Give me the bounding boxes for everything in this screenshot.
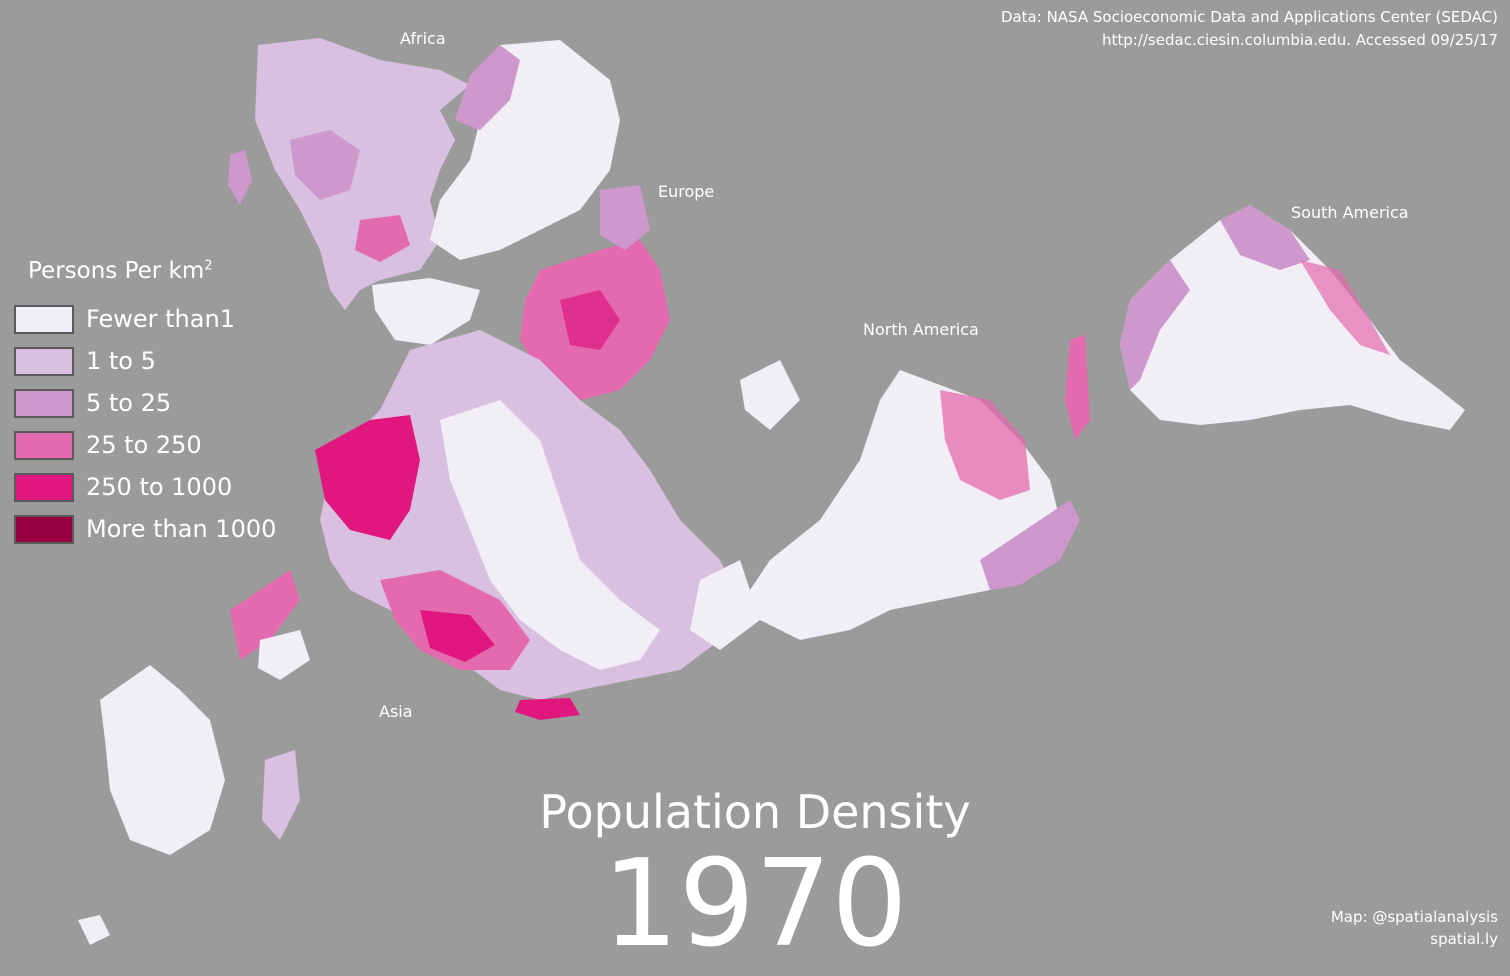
legend-swatch [14, 514, 74, 544]
legend-swatch [14, 304, 74, 334]
label-north-america: North America [863, 320, 979, 339]
label-south-america: South America [1291, 203, 1409, 222]
legend-swatch [14, 472, 74, 502]
legend-item-label: Fewer than1 [86, 305, 235, 333]
landmass-asia [230, 330, 740, 720]
legend-title: Persons Per km2 [28, 258, 276, 284]
label-asia: Asia [379, 702, 413, 721]
landmass-europe [520, 185, 670, 400]
landmass-north-america [690, 360, 1080, 650]
legend-title-superscript: 2 [204, 258, 213, 274]
legend-item: More than 1000 [14, 508, 276, 550]
legend-item-label: 5 to 25 [86, 389, 172, 417]
legend-swatch [14, 430, 74, 460]
landmass-australia [78, 665, 300, 945]
legend-item: 1 to 5 [14, 340, 276, 382]
legend-item: 250 to 1000 [14, 466, 276, 508]
legend-item-label: 250 to 1000 [86, 473, 233, 501]
legend-swatch [14, 346, 74, 376]
legend-item-label: More than 1000 [86, 515, 277, 543]
legend-item-label: 25 to 250 [86, 431, 202, 459]
map-year: 1970 [602, 835, 908, 974]
map-title: Population Density [539, 785, 971, 839]
legend-item: 25 to 250 [14, 424, 276, 466]
landmass-south-america [1065, 205, 1465, 440]
legend-title-text: Persons Per km [28, 258, 205, 284]
data-source: Data: NASA Socioeconomic Data and Applic… [1001, 6, 1498, 52]
map-credit: Map: @spatialanalysis spatial.ly [1331, 906, 1498, 950]
source-line-1: Data: NASA Socioeconomic Data and Applic… [1000, 8, 1498, 26]
legend-item-label: 1 to 5 [86, 347, 156, 375]
legend-item: Fewer than1 [14, 298, 276, 340]
landmass-africa [228, 38, 620, 345]
label-africa: Africa [400, 29, 446, 48]
legend-item: 5 to 25 [14, 382, 276, 424]
label-europe: Europe [658, 182, 715, 201]
legend-swatch [14, 388, 74, 418]
source-line-2: http://sedac.ciesin.columbia.edu. Access… [1101, 31, 1498, 49]
credit-line-2: spatial.ly [1430, 930, 1498, 948]
legend: Persons Per km2 Fewer than1 1 to 5 5 to … [14, 258, 276, 550]
credit-line-1: Map: @spatialanalysis [1330, 908, 1498, 926]
